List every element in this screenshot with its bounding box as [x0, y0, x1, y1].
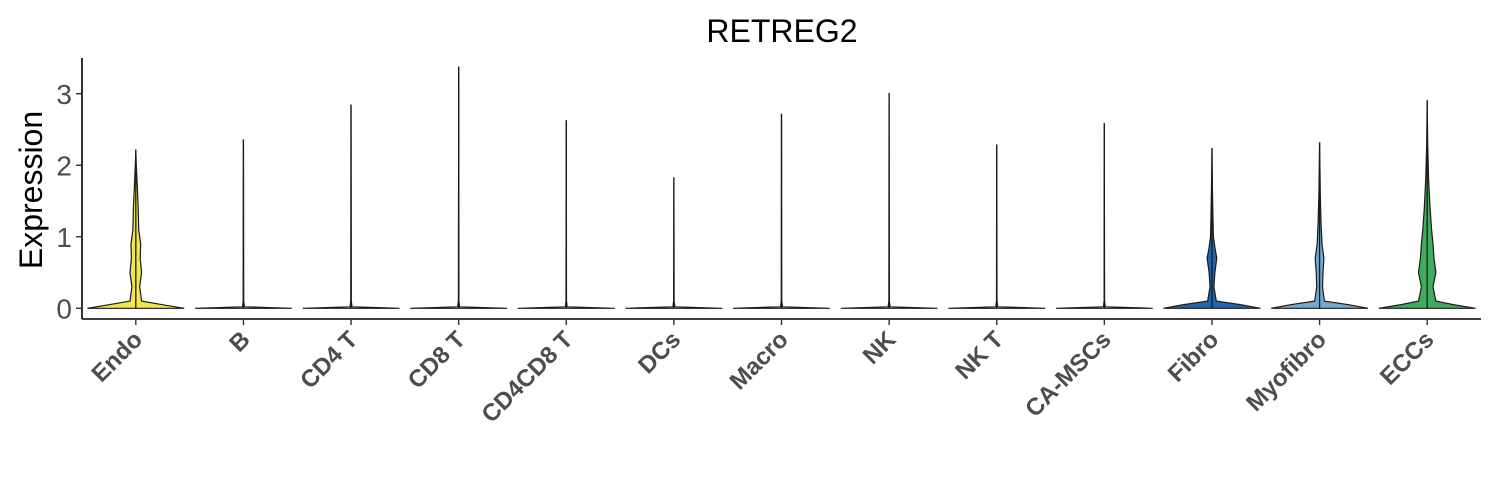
x-tick-label: Fibro [1163, 326, 1225, 388]
x-tick-label: Endo [87, 326, 149, 388]
x-tick-label: NK T [950, 326, 1009, 385]
x-tick-label: ECCs [1375, 326, 1439, 390]
x-tick-label: CD4CD8 T [476, 326, 578, 428]
y-tick-label: 3 [56, 79, 72, 110]
y-tick-label: 0 [56, 293, 72, 324]
y-tick-label: 1 [56, 222, 72, 253]
x-tick-label: Macro [725, 326, 794, 395]
x-tick-label: CD4 T [295, 326, 363, 394]
x-tick-label: CA-MSCs [1020, 326, 1116, 422]
x-tick-label: NK [858, 326, 902, 370]
y-tick-label: 2 [56, 150, 72, 181]
chart-title: RETREG2 [706, 13, 857, 49]
x-tick-label: DCs [633, 326, 686, 379]
x-tick-label: Myofibro [1241, 326, 1332, 417]
x-tick-label: CD8 T [403, 326, 471, 394]
axes-group: 0 1 2 3 Endo B CD4 T CD8 T CD4CD8 T DCs Macro NK NK … [56, 58, 1481, 428]
x-tick-label: B [224, 326, 255, 357]
violins-group [87, 66, 1476, 309]
y-axis-label: Expression [13, 111, 49, 269]
